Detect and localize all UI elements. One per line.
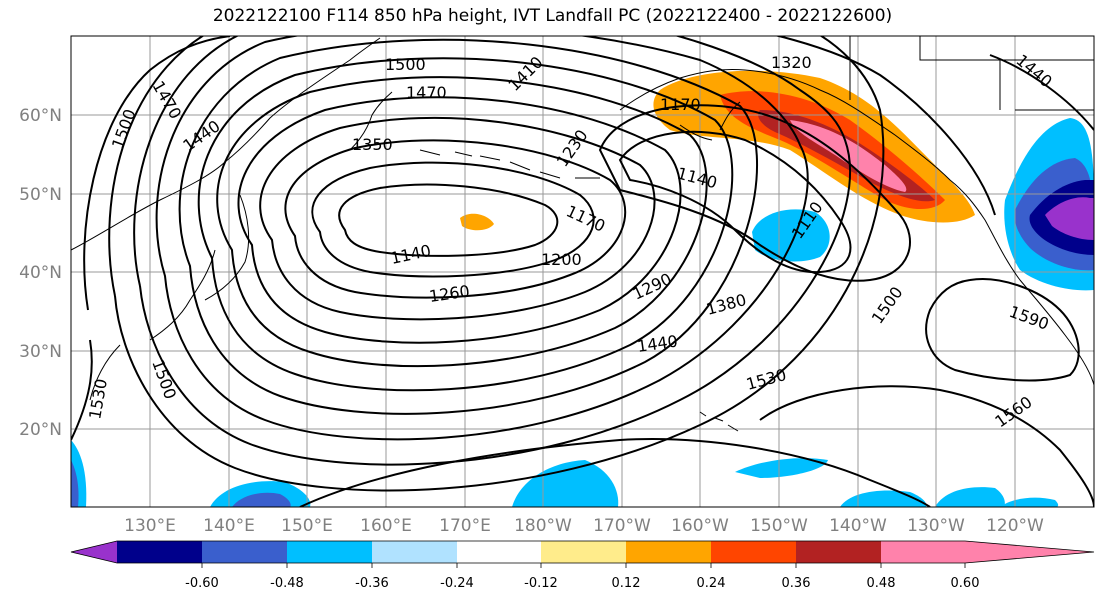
colorbar-ticks [201,563,966,568]
colorbar-segment [117,541,202,563]
colorbar-segment [796,541,881,563]
contour-label: 1350 [352,135,393,154]
lon-label: 130°W [907,516,965,536]
colorbar-tick-label: -0.12 [524,576,558,591]
colorbar-segment [626,541,711,563]
colorbar-segment [372,541,457,563]
lon-label: 150°E [281,516,333,536]
lon-label: 140°E [203,516,255,536]
lat-label: 20°N [19,420,62,440]
lat-label: 30°N [19,342,62,362]
longitude-labels: 130°E 140°E 150°E 160°E 170°E 180°W 170°… [124,516,1044,536]
lat-label: 40°N [19,263,62,283]
colorbar-tick-label: -0.36 [355,576,389,591]
colorbar-tick-label: 0.24 [697,576,726,591]
colorbar-tick-label: 0.60 [951,576,980,591]
lon-label: 140°W [829,516,887,536]
colorbar-tick-label: 0.12 [612,576,641,591]
lon-label: 160°E [360,516,412,536]
colorbar-tick-label: -0.48 [270,576,304,591]
colorbar-segment [711,541,796,563]
ivt-small-patch [460,213,494,231]
map-title: 2022122100 F114 850 hPa height, IVT Land… [212,6,893,26]
contour-label: 1170 [660,95,701,114]
height-contours [71,36,1094,507]
lon-label: 150°W [750,516,808,536]
colorbar-segment [287,541,372,563]
colorbar-segment [202,541,287,563]
lon-label: 180°W [514,516,572,536]
colorbar-tick-label: 0.36 [782,576,811,591]
colorbar-segment [541,541,626,563]
colorbar-right-extension [965,541,1094,563]
lon-label: 170°E [439,516,491,536]
lon-label: 170°W [593,516,651,536]
map-plot-area: 1500 1470 1410 1320 1440 1470 1500 1440 … [71,36,1094,507]
coastlines [71,36,1094,432]
colorbar-segment [881,541,965,563]
colorbar: -0.60 -0.48 -0.36 -0.24 -0.12 0.12 0.24 … [70,540,1095,591]
colorbar-segment [457,541,541,563]
lat-label: 50°N [19,185,62,205]
lon-label: 160°W [671,516,729,536]
latitude-labels: 60°N 50°N 40°N 30°N 20°N [19,106,62,440]
contour-label: 1470 [406,83,447,102]
graticule [71,36,1094,507]
colorbar-tick-label: -0.24 [440,576,474,591]
contour-label: 1200 [541,250,582,269]
lon-label: 130°E [124,516,176,536]
map-frame [70,35,1095,508]
lon-label: 120°W [986,516,1044,536]
colorbar-tick-label: -0.60 [185,576,219,591]
ivt-negative-shading [71,118,1094,507]
colorbar-tick-label: 0.48 [867,576,896,591]
colorbar-left-extension [71,541,117,563]
contour-label: 1320 [771,53,812,72]
contour-label: 1500 [385,55,426,74]
lat-label: 60°N [19,106,62,126]
